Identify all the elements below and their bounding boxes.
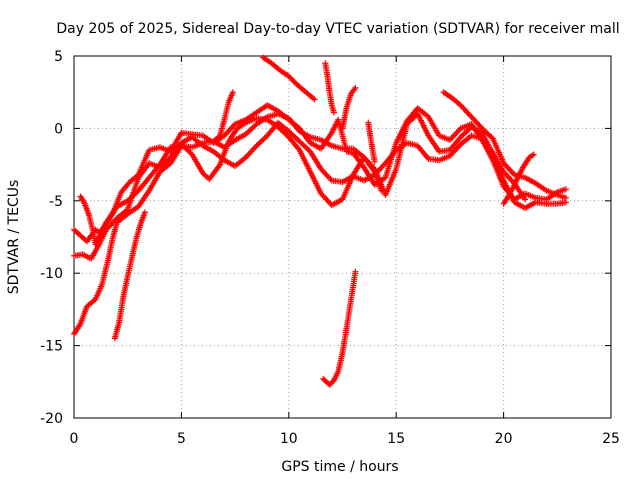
plot-frame <box>73 55 612 419</box>
data-point <box>229 89 236 96</box>
data-point <box>311 96 318 103</box>
x-tick-label: 20 <box>495 431 513 447</box>
x-tick-label: 5 <box>177 431 186 447</box>
data-point <box>522 196 529 203</box>
data-point <box>562 186 569 193</box>
series-track-c <box>71 102 569 245</box>
data-point <box>141 209 148 216</box>
axis-ticks <box>73 55 612 419</box>
series-track-k <box>365 119 378 165</box>
x-tick-label: 10 <box>280 431 298 447</box>
y-tick-label: -10 <box>40 266 63 282</box>
series-track-h <box>320 268 359 388</box>
data-point <box>371 158 378 165</box>
series-track-l <box>440 89 569 201</box>
series-track-m <box>500 151 537 207</box>
data-points <box>71 54 569 388</box>
data-point <box>562 194 569 201</box>
series-track-d <box>71 119 529 262</box>
data-point <box>352 268 359 275</box>
series-track-g <box>260 54 318 103</box>
y-tick-label: 0 <box>54 121 63 137</box>
x-axis-label: GPS time / hours <box>281 459 398 475</box>
x-tick-labels: 0 5 10 15 20 25 <box>70 431 620 447</box>
y-tick-label: -15 <box>40 339 63 355</box>
data-point <box>530 151 537 158</box>
series-track-b <box>77 110 569 248</box>
data-point <box>330 109 337 116</box>
data-point <box>488 134 495 141</box>
x-tick-label: 15 <box>387 431 405 447</box>
x-tick-label: 25 <box>602 431 620 447</box>
y-axis-label: SDTVAR / TECUs <box>6 180 22 295</box>
y-tick-label: -20 <box>40 411 63 427</box>
y-tick-labels: 5 0 -5 -10 -15 -20 <box>40 49 63 427</box>
series-track-f <box>210 89 236 145</box>
x-tick-label: 0 <box>70 431 79 447</box>
series-track-e <box>111 209 148 342</box>
y-tick-label: 5 <box>54 49 63 65</box>
data-point <box>352 84 359 91</box>
y-tick-label: -5 <box>49 194 63 210</box>
series-track-i <box>322 60 337 116</box>
chart-title: Day 205 of 2025, Sidereal Day-to-day VTE… <box>56 21 619 37</box>
series-track-j <box>339 84 359 132</box>
